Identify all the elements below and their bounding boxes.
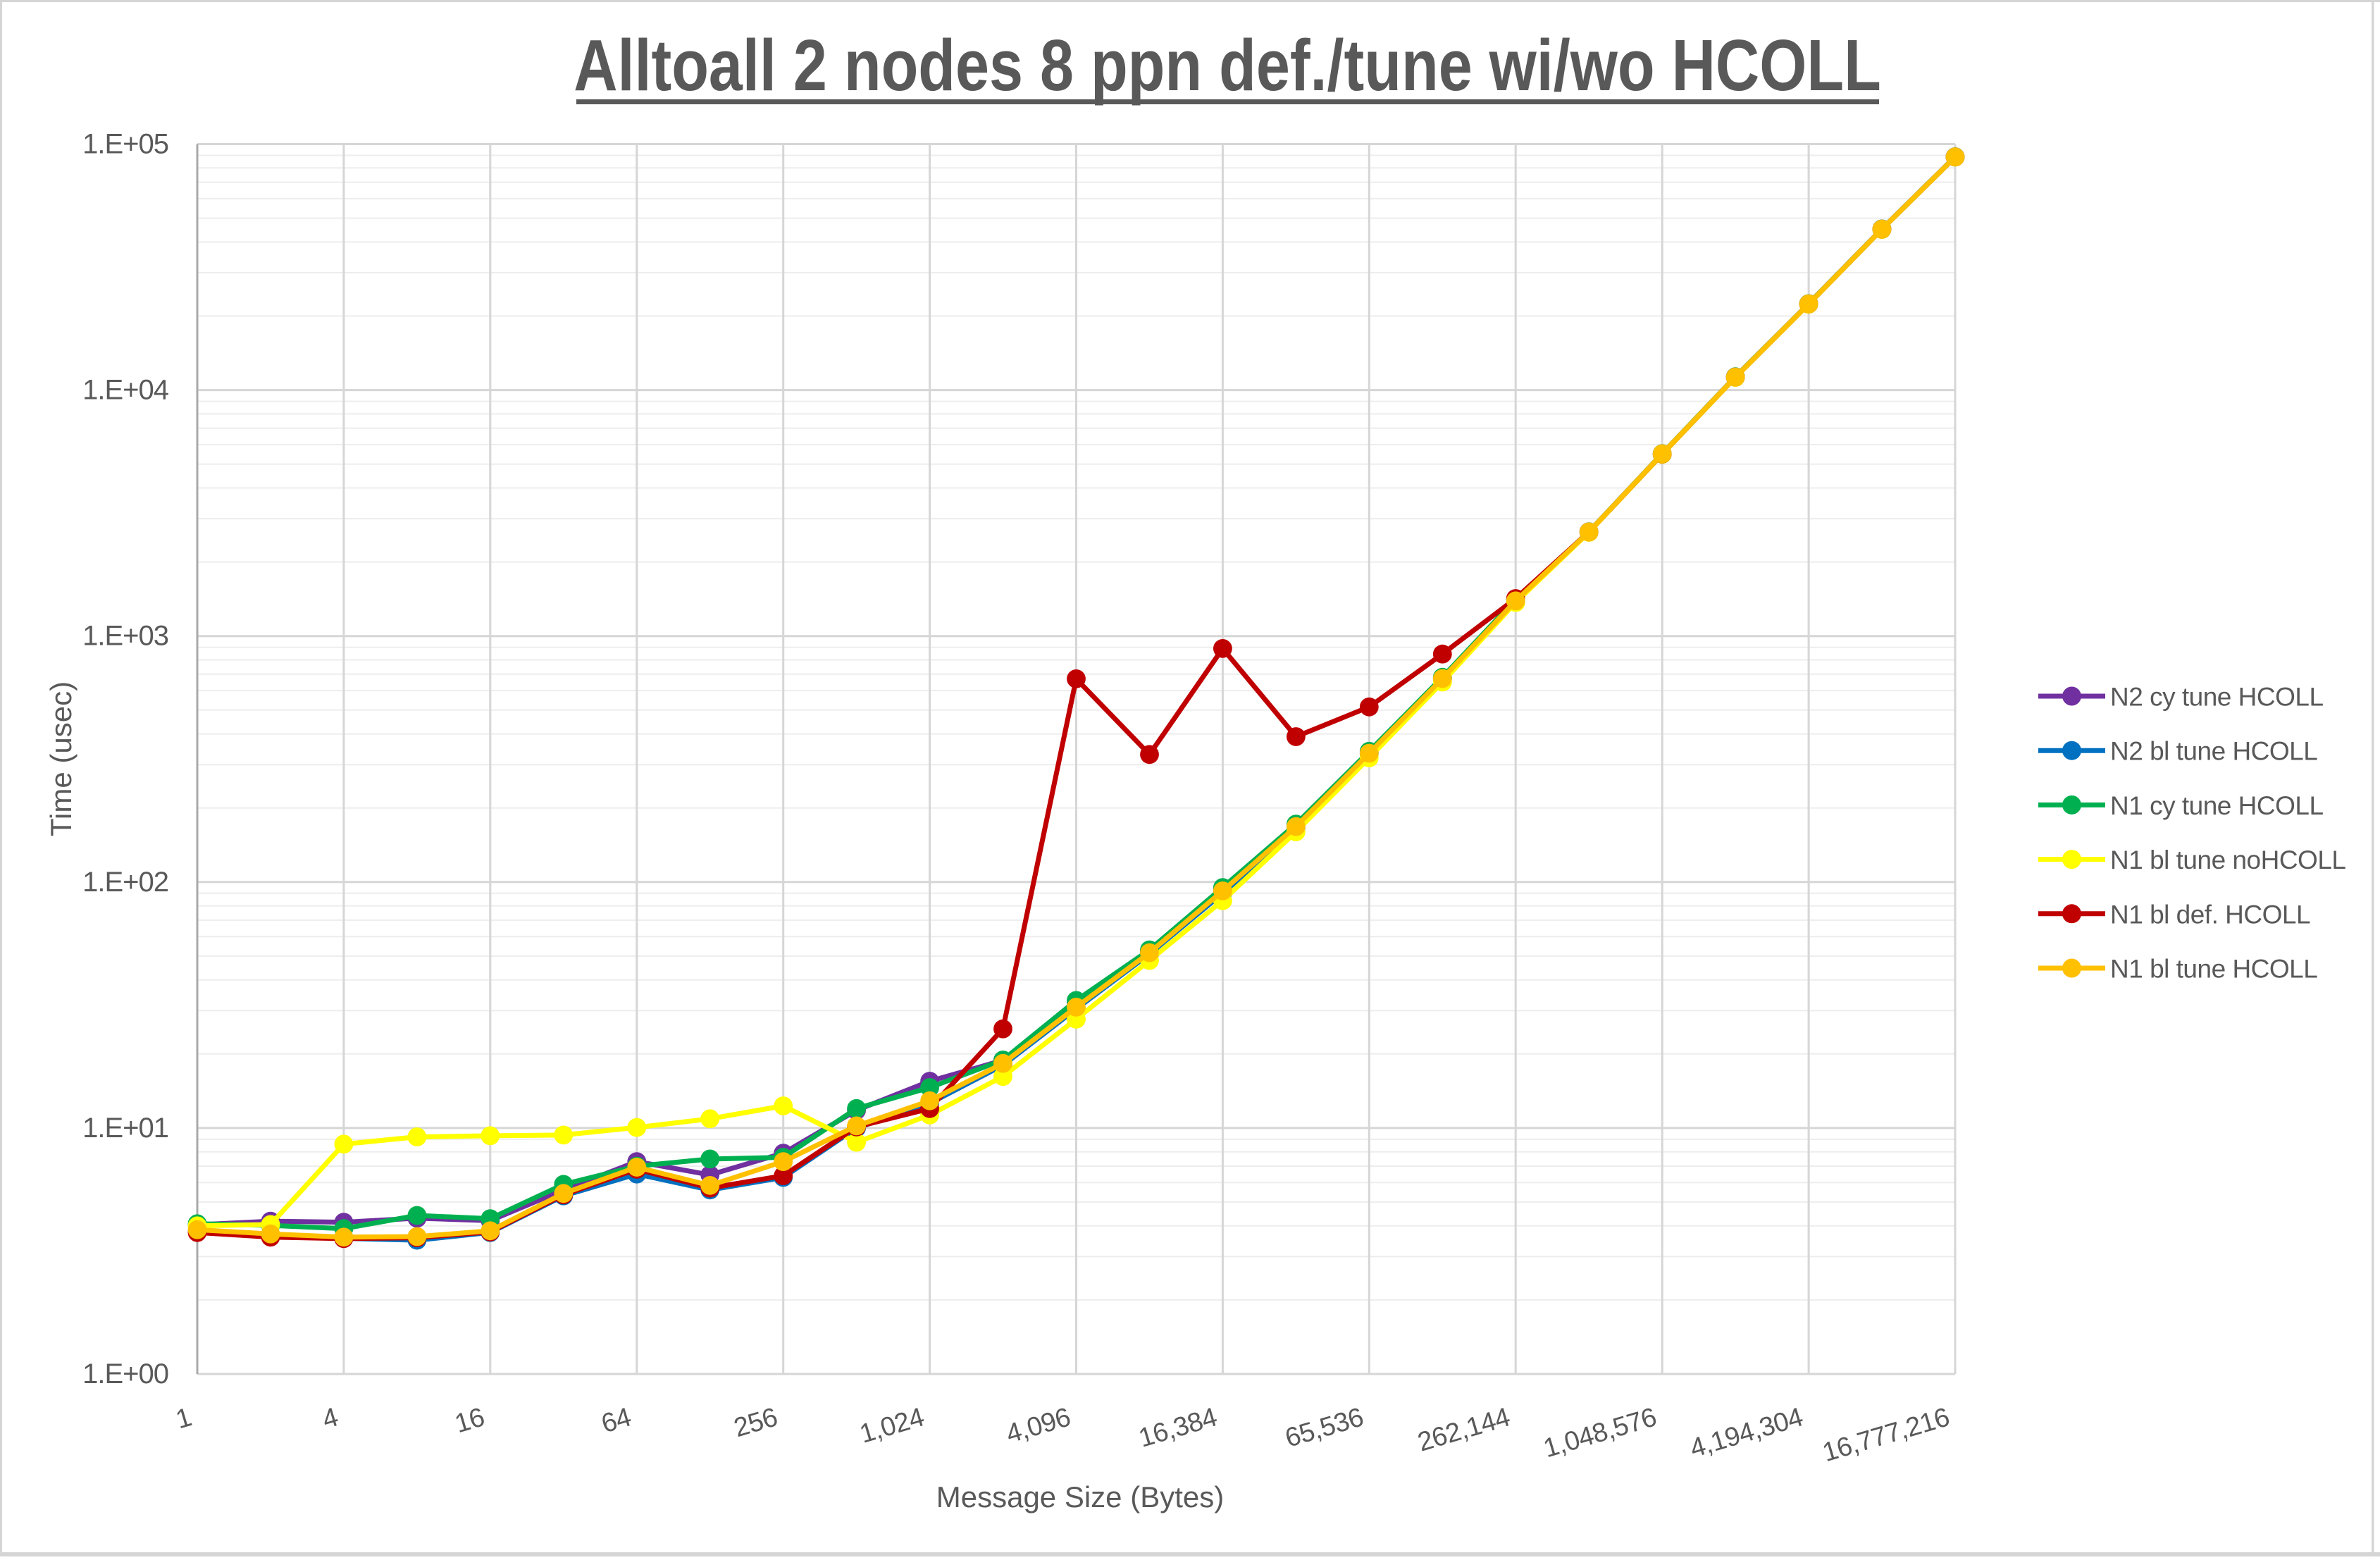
svg-text:N1 bl def. HCOLL: N1 bl def. HCOLL	[2110, 900, 2310, 929]
svg-text:1.E+05: 1.E+05	[82, 129, 168, 160]
svg-text:1.E+02: 1.E+02	[82, 867, 168, 898]
svg-text:1.E+04: 1.E+04	[82, 375, 169, 406]
svg-text:Alltoall 2 nodes 8 ppn def./tu: Alltoall 2 nodes 8 ppn def./tune wi/wo H…	[574, 25, 1881, 106]
svg-text:Message Size (Bytes): Message Size (Bytes)	[936, 1480, 1224, 1513]
svg-text:Time (usec): Time (usec)	[44, 681, 78, 836]
svg-text:1.E+01: 1.E+01	[82, 1113, 168, 1144]
svg-text:N2 bl tune HCOLL: N2 bl tune HCOLL	[2110, 737, 2317, 766]
svg-text:N2 cy tune HCOLL: N2 cy tune HCOLL	[2110, 683, 2324, 712]
svg-text:1.E+03: 1.E+03	[82, 621, 168, 652]
svg-text:N1 bl tune HCOLL: N1 bl tune HCOLL	[2110, 955, 2317, 984]
svg-text:N1 bl tune noHCOLL: N1 bl tune noHCOLL	[2110, 846, 2345, 874]
svg-text:1.E+00: 1.E+00	[82, 1358, 168, 1389]
svg-text:N1 cy tune HCOLL: N1 cy tune HCOLL	[2110, 791, 2324, 820]
